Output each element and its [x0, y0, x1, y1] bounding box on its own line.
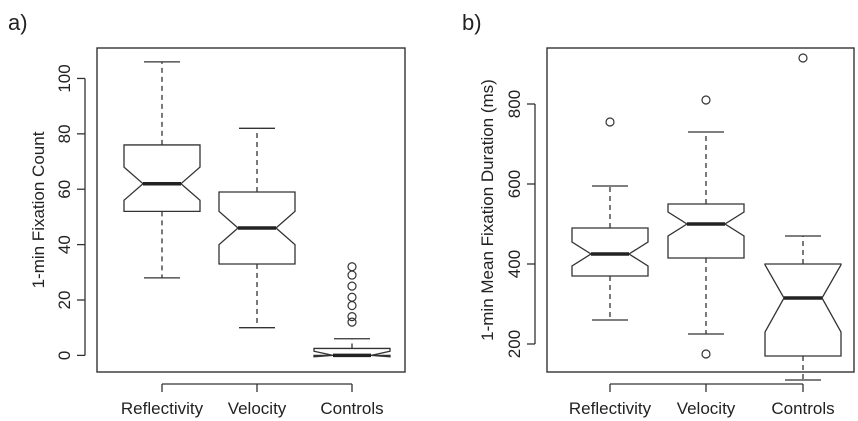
y-tick-label: 800: [505, 90, 524, 118]
outlier-point: [701, 349, 711, 359]
y-tick-label: 600: [505, 170, 524, 198]
outlier-point: [347, 270, 357, 280]
x-category-label: Reflectivity: [569, 399, 652, 418]
panel-a-y-axis-title: 1-min Fixation Count: [29, 131, 48, 288]
y-tick-label: 200: [505, 330, 524, 358]
y-tick-label: 400: [505, 250, 524, 278]
plot-frame: [96, 47, 406, 373]
notched-box: [123, 144, 201, 213]
outlier-point: [605, 117, 615, 127]
outlier-point: [347, 262, 357, 272]
y-tick-label: 60: [55, 180, 74, 199]
panel-a: a) 1-min Fixation Count 0 20 40 60 80 100 Ref…: [8, 10, 406, 418]
panel-b: b) 1-min Mean Fixation Duration (ms) 200…: [462, 10, 855, 418]
y-tick-label: 80: [55, 124, 74, 143]
y-tick-label: 0: [55, 351, 74, 360]
x-category-label: Velocity: [677, 399, 736, 418]
outlier-point: [798, 53, 808, 63]
x-category-label: Reflectivity: [121, 399, 204, 418]
outlier-point: [347, 312, 357, 322]
notched-box: [764, 263, 842, 357]
box-controls: [764, 53, 842, 381]
x-category-label: Controls: [771, 399, 834, 418]
outlier-point: [701, 95, 711, 105]
panel-b-label: b): [462, 10, 482, 35]
x-category-label: Controls: [320, 399, 383, 418]
outlier-point: [347, 292, 357, 302]
y-tick-label: 100: [55, 64, 74, 92]
notched-box: [571, 227, 649, 277]
outlier-point: [347, 300, 357, 311]
x-category-label: Velocity: [228, 399, 287, 418]
box-velocity: [667, 95, 745, 359]
panel-a-label: a): [8, 10, 28, 35]
y-tick-label: 20: [55, 291, 74, 310]
outlier-point: [347, 317, 357, 327]
box-reflectivity: [123, 61, 201, 279]
box-reflectivity: [571, 117, 649, 321]
panel-b-y-axis-title: 1-min Mean Fixation Duration (ms): [478, 79, 497, 341]
notched-box: [667, 203, 745, 259]
box-controls: [313, 262, 391, 358]
y-tick-label: 40: [55, 235, 74, 254]
plot-frame: [546, 47, 855, 373]
outlier-point: [347, 281, 357, 291]
box-velocity: [218, 127, 296, 329]
